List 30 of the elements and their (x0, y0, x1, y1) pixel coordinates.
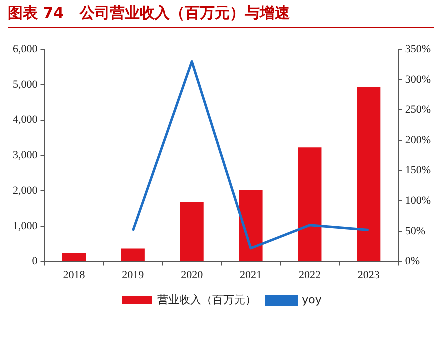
x-tick-label: 2021 (240, 269, 262, 282)
bar (357, 87, 381, 262)
bar (62, 252, 86, 262)
y-tick-label: 2,000 (13, 184, 38, 197)
x-tick-label: 2020 (181, 269, 204, 282)
y-tick-label: 5,000 (13, 78, 38, 91)
y-tick-label: 6,000 (13, 43, 38, 56)
legend-label: yoy (302, 293, 322, 306)
y-tick-label: 1,000 (13, 220, 38, 232)
x-tick-label: 2022 (298, 269, 321, 282)
y2-tick-label: 0% (405, 256, 420, 268)
y2-tick-label: 200% (405, 134, 432, 146)
y2-tick-label: 250% (405, 104, 432, 116)
y-tick-label: 0 (32, 256, 38, 268)
legend-label: 营业收入（百万元） (158, 293, 257, 306)
y2-tick-label: 50% (405, 225, 426, 238)
bar (239, 190, 263, 262)
x-tick-label: 2019 (122, 269, 145, 282)
bar (180, 202, 204, 262)
y2-tick-label: 350% (405, 43, 432, 56)
x-tick-label: 2023 (358, 269, 380, 282)
bar (121, 248, 145, 262)
chart-title: 图表 74 公司营业收入（百万元）与增速 (8, 4, 290, 23)
bar (298, 148, 322, 262)
y-tick-label: 4,000 (13, 114, 38, 126)
y2-tick-label: 300% (405, 74, 432, 86)
y2-tick-label: 150% (405, 164, 432, 177)
x-tick-label: 2018 (63, 269, 86, 282)
y-tick-label: 3,000 (13, 150, 38, 162)
y2-tick-label: 100% (405, 195, 432, 208)
